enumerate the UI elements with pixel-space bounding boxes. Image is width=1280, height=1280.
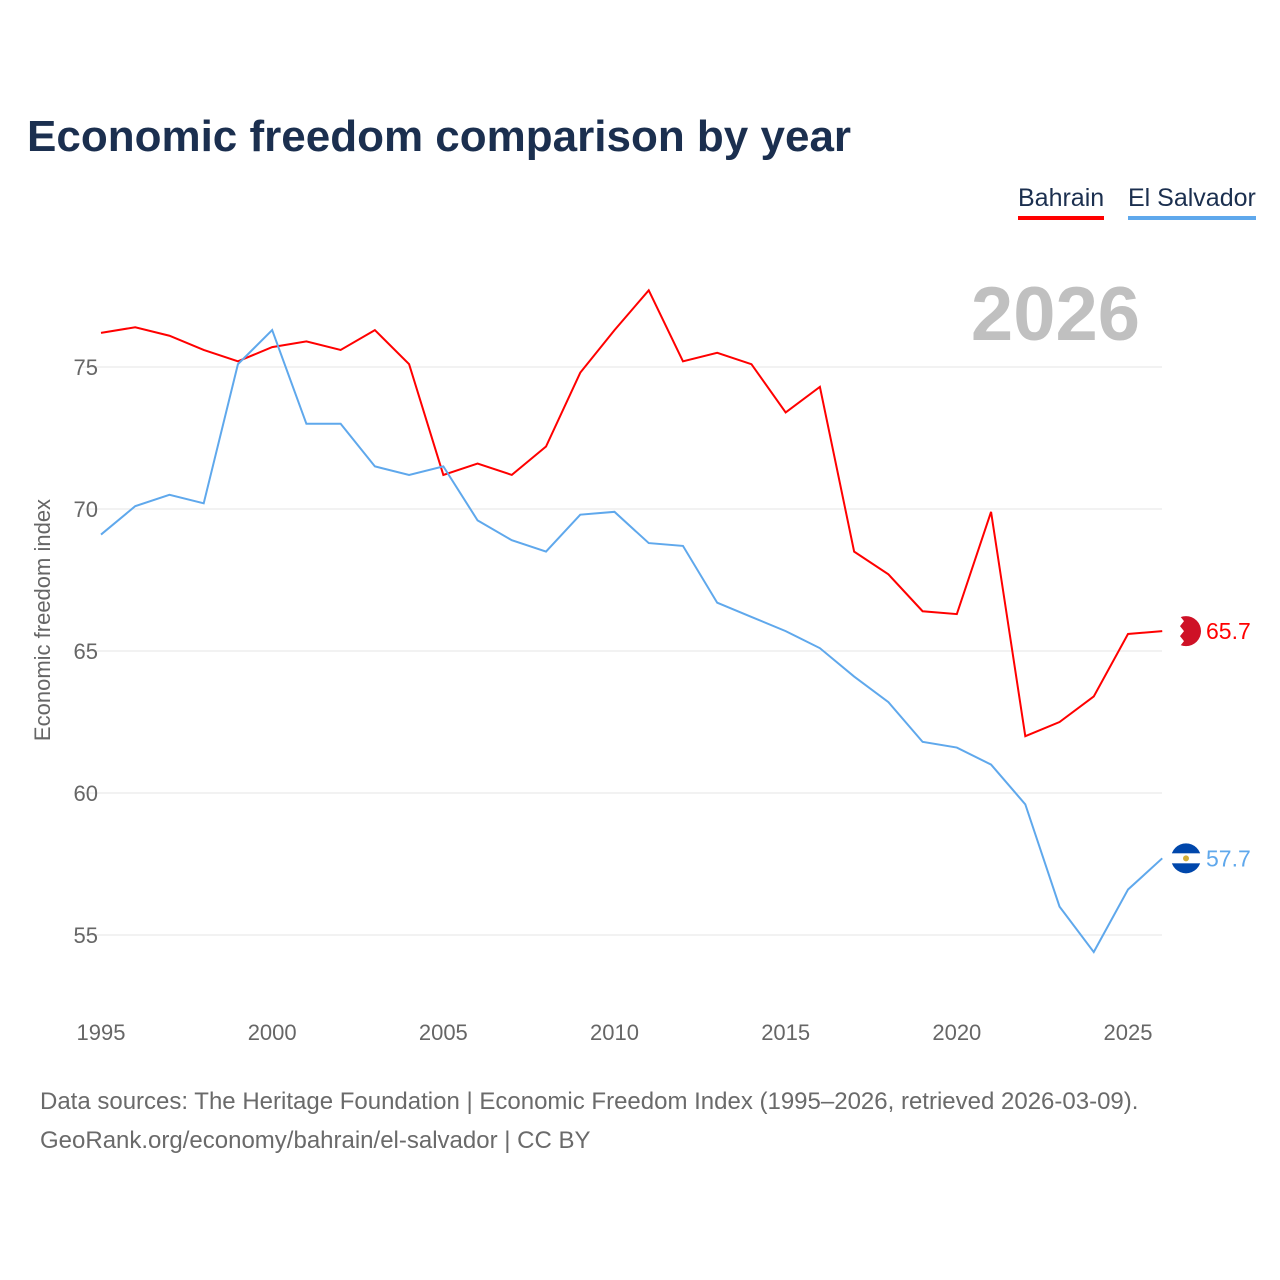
y-tick-label: 60 — [74, 781, 98, 806]
x-tick-label: 2020 — [932, 1020, 981, 1045]
legend-bahrain[interactable]: Bahrain — [1018, 184, 1105, 220]
legend-el-salvador[interactable]: El Salvador — [1128, 184, 1256, 220]
x-tick-label: 1995 — [77, 1020, 126, 1045]
y-axis-label: Economic freedom index — [30, 499, 55, 741]
flag-icon — [1171, 616, 1201, 647]
series-line-el-salvador — [100, 328, 1163, 954]
footer-link[interactable]: GeoRank.org/economy/bahrain/el-salvador … — [40, 1127, 591, 1154]
x-tick-label: 2010 — [590, 1020, 639, 1045]
footer-sources: Data sources: The Heritage Foundation | … — [40, 1088, 1139, 1115]
y-tick-label: 65 — [74, 639, 98, 664]
end-value-label: 57.7 — [1206, 845, 1251, 871]
y-tick-label: 75 — [74, 355, 98, 380]
x-tick-label: 2005 — [419, 1020, 468, 1045]
year-watermark: 2026 — [971, 272, 1140, 357]
y-tick-label: 55 — [74, 923, 98, 948]
y-tick-label: 70 — [74, 497, 98, 522]
chart-title: Economic freedom comparison by year — [27, 112, 852, 161]
x-tick-label: 2000 — [248, 1020, 297, 1045]
end-value-label: 65.7 — [1206, 618, 1251, 644]
x-tick-label: 2025 — [1104, 1020, 1153, 1045]
flag-icon — [1171, 843, 1201, 874]
series-line-bahrain — [100, 288, 1163, 738]
x-tick-label: 2015 — [761, 1020, 810, 1045]
